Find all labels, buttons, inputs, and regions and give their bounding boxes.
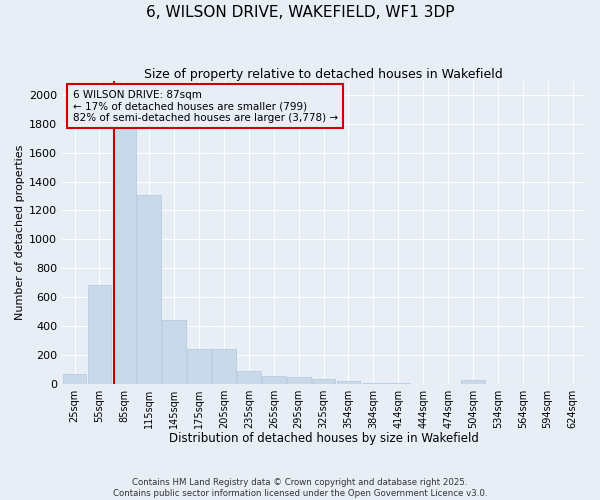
Bar	[287, 377, 311, 384]
Bar	[137, 195, 161, 384]
Bar	[461, 380, 485, 384]
Bar	[63, 374, 86, 384]
Bar	[237, 370, 261, 384]
Bar	[386, 383, 410, 384]
Bar	[362, 383, 385, 384]
Bar	[163, 320, 186, 384]
Title: Size of property relative to detached houses in Wakefield: Size of property relative to detached ho…	[144, 68, 503, 80]
Bar	[212, 349, 236, 384]
Bar	[262, 376, 286, 384]
Text: Contains HM Land Registry data © Crown copyright and database right 2025.
Contai: Contains HM Land Registry data © Crown c…	[113, 478, 487, 498]
Bar	[187, 349, 211, 384]
Bar	[113, 114, 136, 384]
Bar	[312, 378, 335, 384]
Text: 6, WILSON DRIVE, WAKEFIELD, WF1 3DP: 6, WILSON DRIVE, WAKEFIELD, WF1 3DP	[146, 5, 454, 20]
X-axis label: Distribution of detached houses by size in Wakefield: Distribution of detached houses by size …	[169, 432, 479, 445]
Bar	[88, 286, 112, 384]
Y-axis label: Number of detached properties: Number of detached properties	[15, 144, 25, 320]
Text: 6 WILSON DRIVE: 87sqm
← 17% of detached houses are smaller (799)
82% of semi-det: 6 WILSON DRIVE: 87sqm ← 17% of detached …	[73, 90, 338, 123]
Bar	[337, 380, 361, 384]
